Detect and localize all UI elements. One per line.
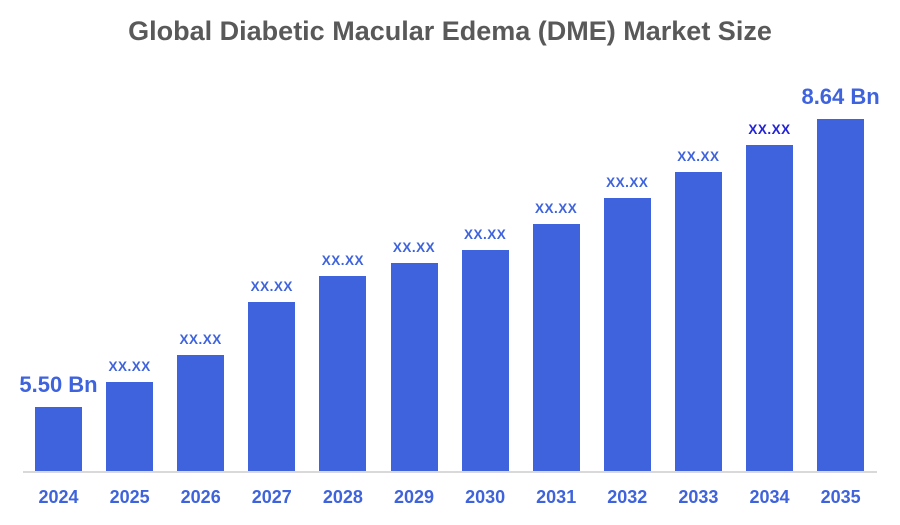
x-tick-2035: 2035 (820, 487, 861, 507)
x-axis-line (23, 471, 877, 473)
bar-2034 (746, 145, 793, 472)
bar-2026 (177, 355, 225, 472)
bar-2033 (674, 172, 722, 472)
value-label-2034: XX.XX (748, 122, 791, 137)
chart-title: Global Diabetic Macular Edema (DME) Mark… (128, 16, 772, 46)
bar-2035 (817, 119, 865, 472)
value-label-2035: 8.64 Bn (801, 84, 880, 109)
x-tick-2030: 2030 (465, 487, 506, 507)
x-tick-2024: 2024 (38, 487, 79, 507)
x-tick-2034: 2034 (749, 487, 790, 507)
bar-2030 (461, 250, 509, 472)
value-label-2030: XX.XX (463, 227, 507, 242)
value-label-2025: XX.XX (108, 359, 151, 374)
bar-2031 (532, 224, 580, 472)
value-label-2033: XX.XX (677, 149, 720, 164)
value-label-2029: XX.XX (392, 240, 436, 255)
bar-2027 (248, 302, 296, 472)
x-tick-2028: 2028 (322, 487, 363, 507)
x-tick-2032: 2032 (607, 487, 648, 507)
value-label-2027: XX.XX (250, 279, 293, 294)
x-tick-2033: 2033 (678, 487, 719, 507)
value-label-2031: XX.XX (535, 201, 578, 216)
bar-2025 (106, 382, 154, 472)
x-tick-2031: 2031 (536, 487, 577, 507)
x-tick-2029: 2029 (393, 487, 435, 507)
x-tick-2026: 2026 (180, 487, 221, 507)
bar-2029 (390, 263, 438, 472)
bar-2032 (603, 198, 651, 472)
value-label-2024: 5.50 Bn (19, 372, 98, 397)
bar-2028 (319, 276, 367, 472)
value-label-2032: XX.XX (606, 175, 649, 190)
x-tick-2027: 2027 (251, 487, 292, 507)
value-label-2026: XX.XX (179, 332, 222, 347)
x-tick-2025: 2025 (109, 487, 150, 507)
value-label-2028: XX.XX (321, 253, 365, 268)
bar-2024 (35, 407, 82, 472)
